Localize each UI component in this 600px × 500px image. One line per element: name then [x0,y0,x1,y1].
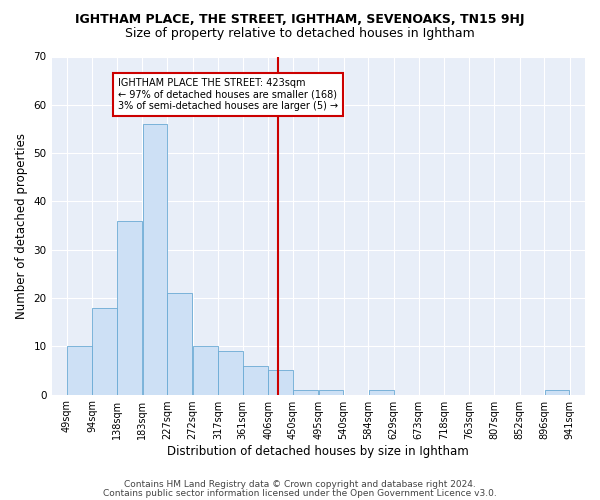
Bar [67,346,92,395]
Bar [293,390,318,394]
Bar [218,351,243,395]
Bar [92,308,117,394]
Text: Size of property relative to detached houses in Ightham: Size of property relative to detached ho… [125,28,475,40]
Bar [143,124,167,394]
Bar [268,370,293,394]
Bar [319,390,343,394]
X-axis label: Distribution of detached houses by size in Ightham: Distribution of detached houses by size … [167,444,469,458]
Bar [167,293,192,394]
Bar [193,346,218,395]
Text: Contains HM Land Registry data © Crown copyright and database right 2024.: Contains HM Land Registry data © Crown c… [124,480,476,489]
Text: IGHTHAM PLACE, THE STREET, IGHTHAM, SEVENOAKS, TN15 9HJ: IGHTHAM PLACE, THE STREET, IGHTHAM, SEVE… [75,12,525,26]
Bar [545,390,569,394]
Text: Contains public sector information licensed under the Open Government Licence v3: Contains public sector information licen… [103,488,497,498]
Y-axis label: Number of detached properties: Number of detached properties [15,132,28,318]
Bar [117,220,142,394]
Text: IGHTHAM PLACE THE STREET: 423sqm
← 97% of detached houses are smaller (168)
3% o: IGHTHAM PLACE THE STREET: 423sqm ← 97% o… [118,78,338,112]
Bar [369,390,394,394]
Bar [243,366,268,394]
